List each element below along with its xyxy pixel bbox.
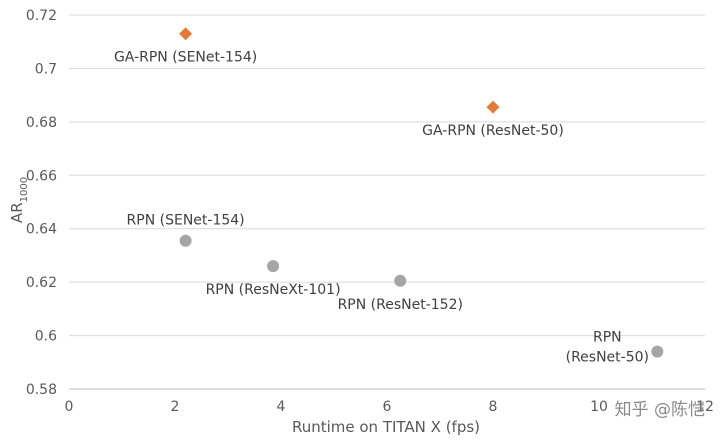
x-tick-label: 8 [489,399,498,415]
y-tick-label: 0.66 [26,168,57,184]
y-axis-title-sub: 1000 [19,177,30,202]
x-tick-label: 4 [277,399,286,415]
point-label: RPN (ResNeXt-101) [206,282,341,298]
x-tick-label: 6 [383,399,392,415]
point-label-line: (ResNet-50) [566,350,649,366]
point-labels: GA-RPN (SENet-154) GA-RPN (ResNet-50) RPN … [114,50,649,366]
grid-lines [69,14,705,337]
y-tick-label: 0.72 [26,8,57,24]
data-points [179,27,664,358]
y-tick-label: 0.58 [26,382,57,398]
point-label-line: GA-RPN (ResNet-50) [422,123,564,139]
rpn-point [267,260,280,273]
x-tick-label: 12 [696,399,714,415]
y-tick-label: 0.68 [26,115,57,131]
point-label-line: RPN (SENet-154) [127,213,245,229]
point-label: GA-RPN (ResNet-50) [422,123,564,139]
point-label-line: RPN (ResNet-152) [338,297,463,313]
point-label-line: RPN [593,330,622,346]
y-tick-label: 0.64 [26,222,57,238]
x-tick-label: 0 [65,399,74,415]
rpn-point [394,274,407,287]
x-tick-label: 2 [171,399,180,415]
point-label: RPN (ResNet-50) [566,330,649,366]
point-label: GA-RPN (SENet-154) [114,50,257,66]
rpn-point [179,234,192,247]
point-label: RPN (SENet-154) [127,213,245,229]
ga-rpn-point [179,27,193,41]
y-axis-title-main: AR [8,202,26,223]
point-label: RPN (ResNet-152) [338,297,463,313]
x-tick-label: 10 [590,399,608,415]
rpn-point [651,345,664,358]
axes: 0.58 0.6 0.62 0.64 0.66 0.68 0.7 0.72 0 2 4 6 8 10 12 [26,8,714,415]
y-tick-label: 0.6 [35,329,57,345]
point-label-line: RPN (ResNeXt-101) [206,282,341,298]
watermark: 知乎 @陈恺 [615,400,705,420]
x-axis-title: Runtime on TITAN X (fps) [292,418,480,436]
ga-rpn-point [486,100,500,114]
y-axis-title: AR1000 [8,177,30,223]
point-label-line: GA-RPN (SENet-154) [114,50,257,66]
y-tick-label: 0.62 [26,275,57,291]
y-tick-label: 0.7 [35,61,57,77]
